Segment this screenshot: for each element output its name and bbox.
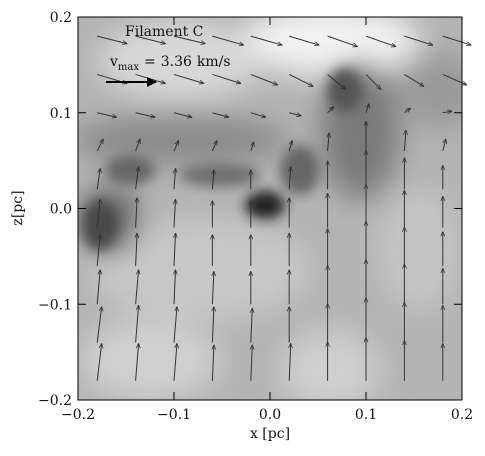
velocity-arrow <box>135 270 139 305</box>
y-tick-label: −0.2 <box>38 393 72 409</box>
x-tick-label: −0.2 <box>61 407 95 423</box>
velocity-arrow <box>136 198 137 228</box>
velocity-arrow <box>97 112 116 117</box>
velocity-arrow <box>251 142 254 152</box>
velocity-arrow <box>174 199 175 228</box>
velocity-arrow <box>289 35 319 45</box>
velocity-arrow <box>173 35 205 43</box>
velocity-arrow <box>135 35 166 43</box>
x-axis-label: x [pc] <box>250 426 290 442</box>
y-axis-label: z[pc] <box>10 190 26 225</box>
velocity-arrow <box>97 35 127 43</box>
velocity-arrow <box>366 104 369 113</box>
velocity-arrow <box>289 167 290 190</box>
velocity-arrow <box>289 141 292 152</box>
velocity-arrow <box>135 139 140 152</box>
velocity-arrow <box>404 74 423 86</box>
velocity-arrow <box>250 112 266 117</box>
x-tick-label: 0.2 <box>451 407 473 423</box>
velocity-arrow <box>96 139 103 152</box>
velocity-arrow <box>136 233 137 266</box>
x-tick-label: 0.1 <box>355 407 377 423</box>
velocity-arrow <box>327 35 358 46</box>
velocity-arrow <box>173 112 192 117</box>
scale-label: vmax = 3.36 km/s <box>109 54 231 73</box>
velocity-arrow <box>442 139 446 152</box>
velocity-arrow <box>212 112 228 117</box>
annotation-title: Filament C <box>125 24 203 40</box>
velocity-arrow <box>174 233 175 266</box>
velocity-arrow <box>96 344 101 381</box>
ref-value: 3.36 <box>161 54 192 70</box>
velocity-arrow <box>365 74 381 89</box>
vector-field <box>96 35 471 381</box>
velocity-arrow <box>211 141 216 152</box>
velocity-arrow <box>250 73 278 84</box>
velocity-arrow <box>96 169 100 190</box>
velocity-arrow <box>250 35 282 45</box>
velocity-arrow <box>289 344 290 381</box>
ref-sub: max <box>118 62 139 73</box>
velocity-arrow <box>173 73 204 83</box>
ref-eq: = <box>144 54 156 70</box>
velocity-arrow <box>404 108 410 114</box>
velocity-arrow <box>327 74 346 89</box>
ref-unit: km/s <box>197 54 231 70</box>
x-tick-label: 0.0 <box>259 407 281 423</box>
velocity-arrow <box>288 74 313 86</box>
velocity-arrow <box>173 141 178 152</box>
velocity-arrow <box>251 345 252 381</box>
velocity-arrow <box>96 307 101 343</box>
y-tick-label: 0.0 <box>50 202 72 218</box>
velocity-arrow <box>442 111 452 112</box>
velocity-arrow <box>135 344 139 381</box>
y-tick-label: 0.1 <box>50 106 72 122</box>
velocity-arrow <box>404 130 405 152</box>
velocity-arrow <box>328 133 329 152</box>
velocity-arrow <box>135 112 155 117</box>
y-tick-label: −0.1 <box>38 297 72 313</box>
velocity-arrow <box>442 35 471 45</box>
velocity-arrow <box>289 112 301 116</box>
velocity-arrow <box>96 235 100 266</box>
velocity-arrow <box>212 73 240 83</box>
y-tick-label: 0.2 <box>50 10 72 26</box>
velocity-arrow <box>96 270 100 305</box>
velocity-arrow <box>212 35 243 45</box>
density-map <box>78 17 462 400</box>
velocity-arrow <box>212 170 213 190</box>
velocity-arrow <box>404 35 432 45</box>
velocity-arrow <box>173 307 177 343</box>
velocity-arrow <box>174 169 175 190</box>
velocity-arrow <box>327 107 334 114</box>
velocity-arrow <box>174 270 175 305</box>
velocity-arrow <box>365 35 396 46</box>
velocity-arrow <box>212 307 213 343</box>
velocity-arrow <box>212 272 213 305</box>
velocity-arrow <box>442 73 467 84</box>
velocity-arrow <box>96 199 100 228</box>
ref-symbol: v <box>109 54 118 70</box>
x-tick-label: −0.1 <box>157 407 191 423</box>
velocity-arrow <box>251 308 252 343</box>
velocity-arrow <box>212 345 213 381</box>
velocity-arrow <box>135 167 139 190</box>
velocity-arrow <box>173 344 177 381</box>
velocity-arrow <box>135 305 139 343</box>
